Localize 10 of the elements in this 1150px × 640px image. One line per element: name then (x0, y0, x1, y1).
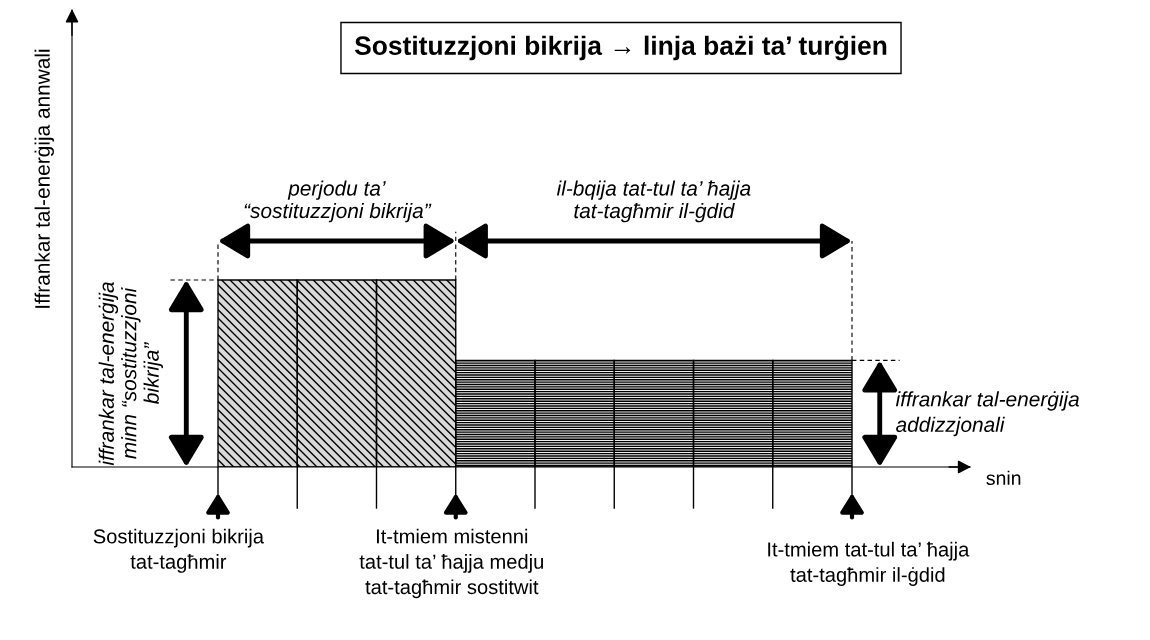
text: Sostituzzjoni bikrija tat-tagħmir (93, 528, 264, 573)
text: perjodu ta’ “sostituzzjoni bikrija” (244, 180, 432, 223)
text: It-tmiem mistenni tat-tul ta’ ħajja medju tat-tagħmir sostitwit (359, 528, 543, 599)
text: iffrankar tal-enerġija minn “sostituzzjoni bikrija” (98, 282, 163, 466)
text: iffrankar tal-enerġija addizzjonali (895, 391, 1079, 437)
text: il-bqija tat-tul ta’ ħajja tat-tagħmir il-ġdid (556, 180, 751, 223)
text: Iffrankar tal-enerġija annwali (34, 49, 54, 308)
text: It-tmiem tat-tul ta’ ħajja tat-tagħmir il-ġdid (768, 541, 970, 586)
chart-title: Sostituzzjoni bikrija → linja bażi ta’ turġien (354, 35, 887, 61)
text: snin (986, 470, 1021, 486)
